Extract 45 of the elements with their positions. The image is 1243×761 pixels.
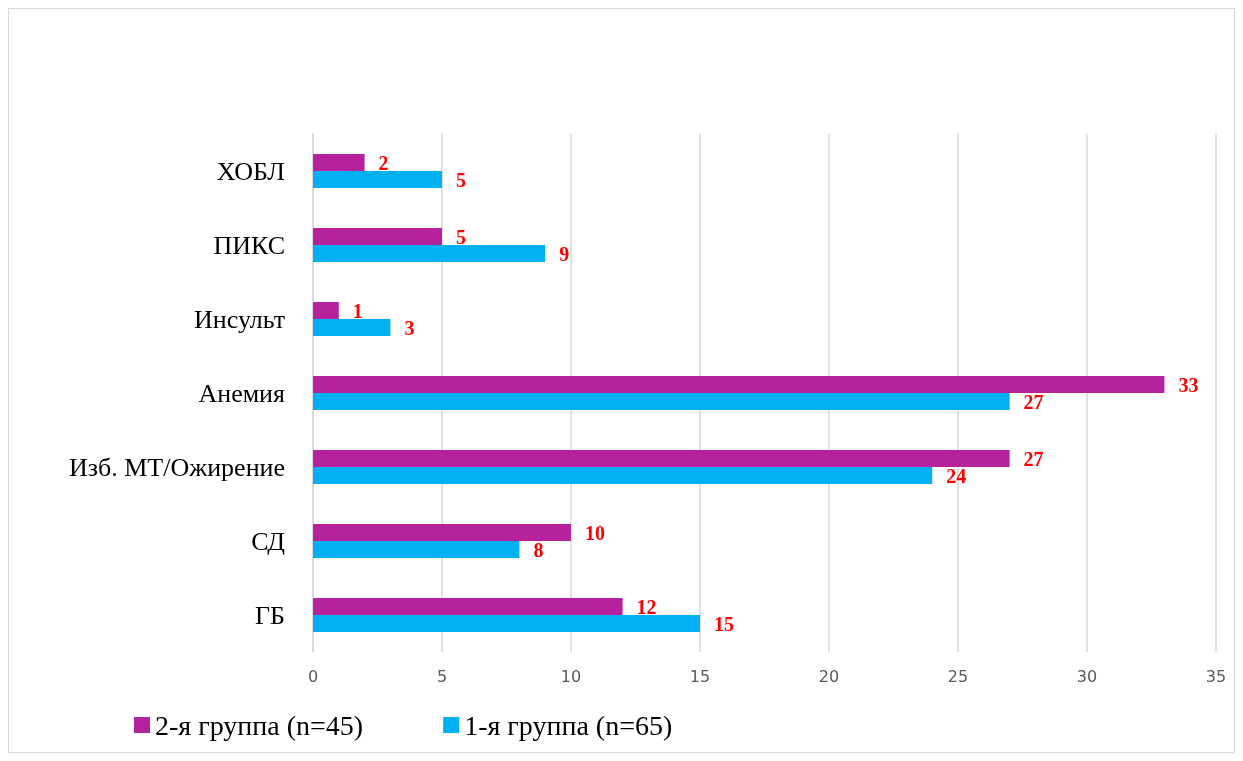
x-tick-label: 0 (307, 666, 319, 686)
bar (313, 450, 1010, 467)
bar (313, 467, 933, 484)
data-label: 8 (533, 538, 544, 561)
bar (313, 171, 442, 188)
bar (313, 598, 623, 615)
legend-label: 2-я группа (n=45) (155, 709, 364, 741)
bar (313, 393, 1010, 410)
data-label: 27 (1023, 447, 1044, 470)
y-tick-label: ПИКС (213, 230, 285, 260)
legend-label: 1-я группа (n=65) (464, 709, 673, 741)
y-tick-label: ГБ (255, 600, 285, 630)
x-tick-label: 25 (947, 666, 969, 686)
data-label: 3 (404, 316, 415, 339)
bar (313, 245, 546, 262)
data-label: 27 (1023, 390, 1044, 413)
x-tick-label: 5 (436, 666, 448, 686)
bar (313, 541, 520, 558)
data-label: 5 (456, 168, 466, 191)
x-tick-label: 30 (1076, 666, 1098, 686)
data-label: 5 (456, 225, 466, 248)
bar (313, 319, 391, 336)
bar (313, 154, 365, 171)
x-tick-label: 35 (1205, 666, 1227, 686)
data-label: 10 (585, 521, 605, 544)
data-label: 2 (378, 151, 389, 174)
x-tick-label: 20 (818, 666, 840, 686)
bar (313, 615, 700, 632)
data-label: 24 (946, 464, 967, 487)
y-tick-label: Анемия (198, 378, 286, 408)
data-label: 33 (1178, 373, 1199, 396)
bar (313, 376, 1165, 393)
data-label: 15 (714, 612, 734, 635)
bar (313, 524, 571, 541)
data-label: 12 (636, 595, 657, 618)
y-tick-label: Изб. МТ/Ожирение (68, 452, 285, 482)
y-tick-label: Инсульт (194, 304, 285, 334)
data-label: 1 (352, 299, 363, 322)
x-tick-label: 10 (560, 666, 582, 686)
bar (313, 228, 442, 245)
data-label: 9 (559, 242, 570, 265)
bar (313, 302, 339, 319)
x-tick-label: 15 (689, 666, 711, 686)
y-tick-label: ХОБЛ (216, 156, 285, 186)
y-tick-label: СД (251, 526, 286, 556)
